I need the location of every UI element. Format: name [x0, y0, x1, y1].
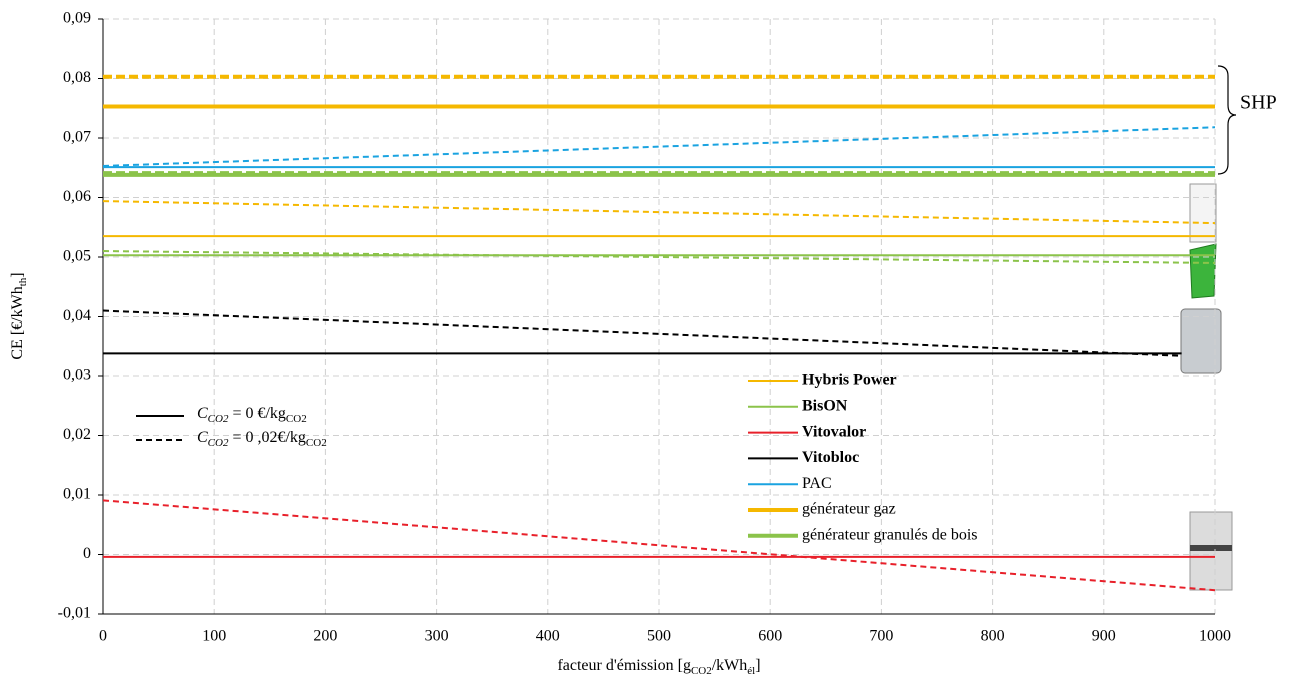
x-tick-label: 700: [869, 628, 893, 645]
x-axis-label-part: ]: [755, 657, 760, 674]
x-tick-label: 800: [981, 628, 1005, 645]
legend-label-part: CO2: [208, 437, 229, 449]
legend-label: générateur gaz: [802, 501, 896, 518]
legend-label: Hybris Power: [802, 372, 897, 389]
x-tick-label: 400: [536, 628, 560, 645]
y-axis-label-part: th: [17, 277, 29, 286]
y-tick-label: -0,01: [58, 605, 91, 622]
legend-label: PAC: [802, 475, 832, 492]
y-axis-label-part: CE [€/kWh: [9, 286, 26, 359]
legend-label: BisON: [802, 397, 848, 414]
y-axis-label: CE [€/kWhth]: [9, 272, 29, 359]
y-tick-label: 0,06: [63, 188, 91, 205]
annotation: SHP: [1240, 92, 1277, 114]
device-image: [1190, 545, 1232, 551]
series-line: [102, 309, 1182, 357]
x-tick-label: 100: [202, 628, 226, 645]
legend-label: CCO2 = 0 €/kgCO2: [197, 405, 307, 425]
legend-label: générateur granulés de bois: [802, 526, 977, 543]
legend-label-part: CO2: [208, 413, 229, 425]
legend-label: CCO2 = 0 ,02€/kgCO2: [197, 429, 327, 449]
legend-label: Vitovalor: [802, 423, 866, 440]
x-axis-label-part: facteur d'émission [g: [557, 657, 691, 674]
device-image: [1180, 308, 1222, 374]
device-image: [1189, 243, 1217, 299]
x-axis-label-part: /kWh: [712, 657, 748, 674]
x-tick-label: 0: [99, 628, 107, 645]
y-tick-label: 0,07: [63, 129, 91, 146]
brace: [1217, 65, 1237, 175]
x-tick-label: 600: [758, 628, 782, 645]
legend-label-part: = 0 ,02€/kg: [228, 429, 305, 446]
x-tick-label: 300: [425, 628, 449, 645]
legend-label: Vitobloc: [802, 449, 859, 466]
device-image: [1189, 183, 1217, 243]
x-axis-label-part: él: [747, 665, 755, 677]
x-axis-label: facteur d'émission [gCO2/kWhél]: [557, 657, 760, 677]
y-tick-label: 0,02: [63, 426, 91, 443]
y-tick-label: 0,03: [63, 367, 91, 384]
y-tick-label: 0,04: [63, 307, 91, 324]
y-tick-label: 0: [83, 545, 91, 562]
legend-label-part: C: [197, 429, 208, 446]
y-tick-label: 0,05: [63, 248, 91, 265]
series-line: [102, 499, 1216, 592]
device-images: [1180, 183, 1233, 591]
legend-label-part: CO2: [306, 437, 327, 449]
y-tick-label: 0,09: [63, 10, 91, 27]
y-axis-label-part: ]: [9, 272, 26, 277]
x-tick-label: 1000: [1199, 628, 1231, 645]
y-tick-label: 0,08: [63, 69, 91, 86]
legend-label-part: CO2: [286, 413, 307, 425]
series-line: [102, 200, 1216, 225]
x-tick-label: 200: [313, 628, 337, 645]
legend-label-part: C: [197, 405, 208, 422]
y-tick-label: 0,01: [63, 486, 91, 503]
x-tick-label: 900: [1092, 628, 1116, 645]
series-line: [102, 250, 1216, 264]
legend-label-part: = 0 €/kg: [228, 405, 285, 422]
x-tick-label: 500: [647, 628, 671, 645]
series-line: [102, 126, 1216, 167]
x-axis-label-part: CO2: [691, 665, 712, 677]
